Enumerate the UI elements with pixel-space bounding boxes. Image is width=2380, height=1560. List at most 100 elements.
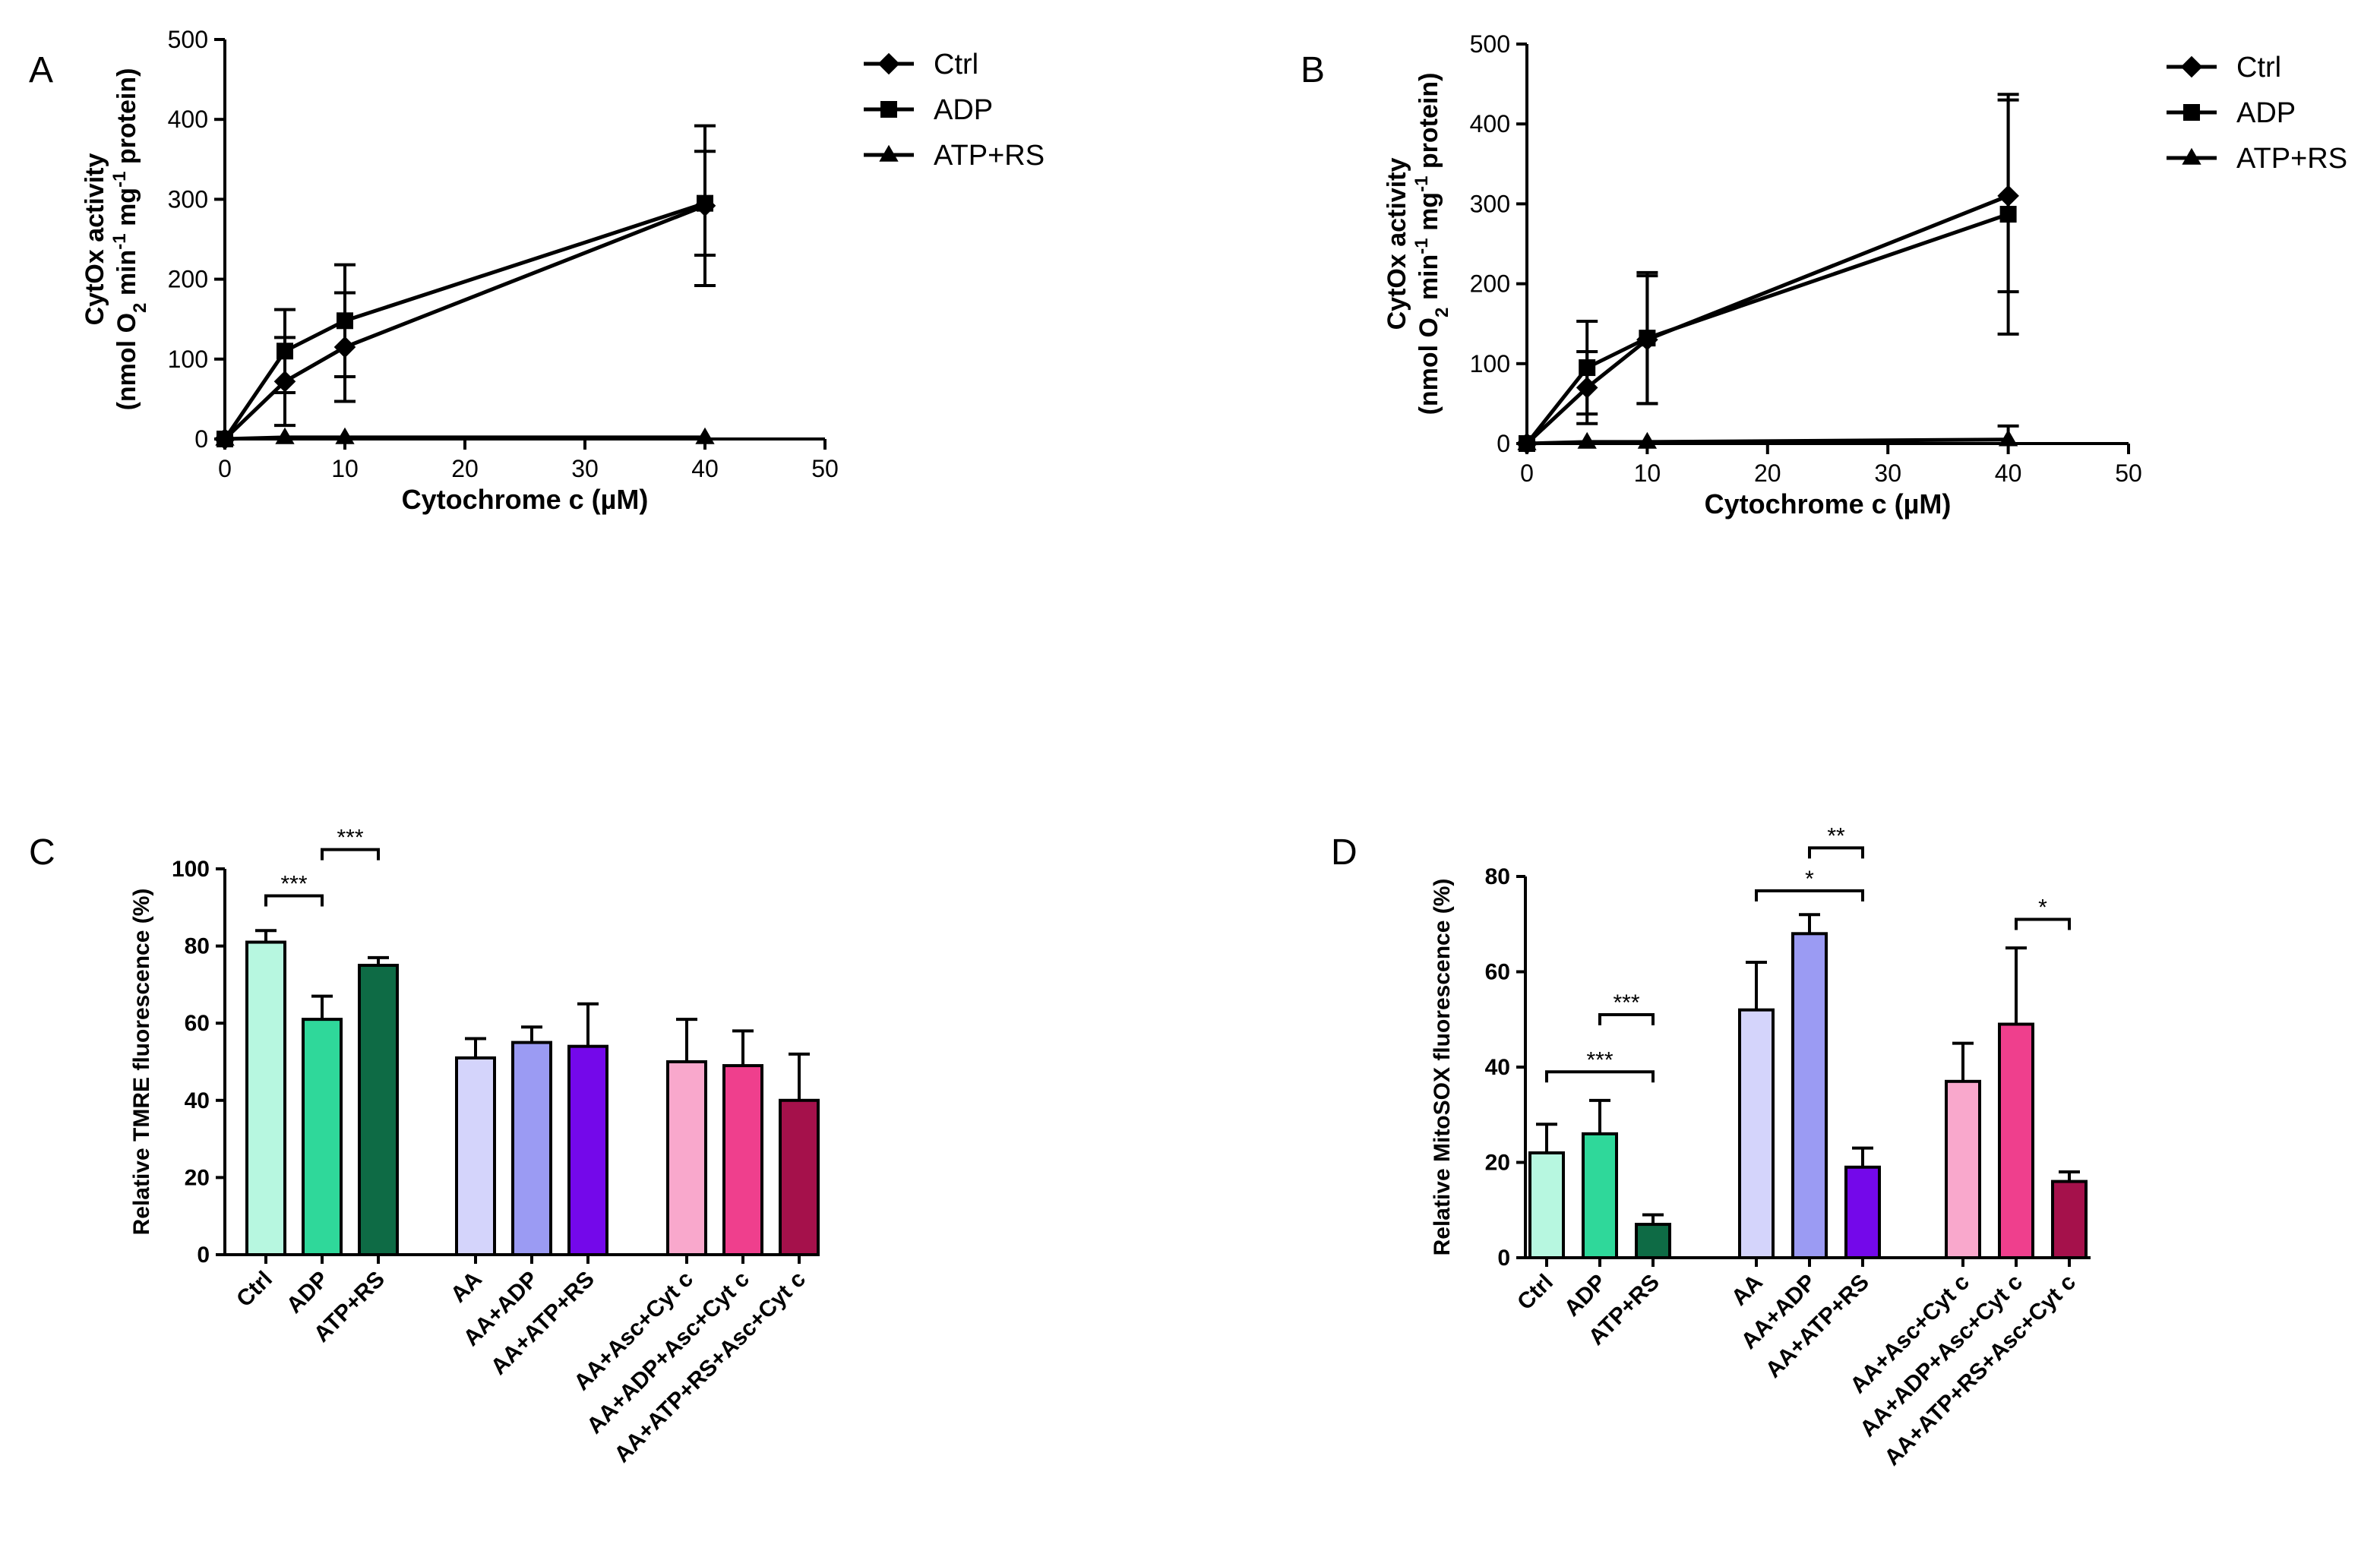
- bar-aa: [455, 1056, 496, 1257]
- y-tick-label: 0: [1497, 1246, 1510, 1271]
- axis-label-part: -1: [1411, 238, 1432, 254]
- bar-aa-adp-asc-cyt-c: [1998, 1022, 2034, 1260]
- x-axis-label: Cytochrome c (µM): [402, 484, 649, 515]
- y-tick-label: 20: [1485, 1151, 1510, 1176]
- x-tick-label: 50: [2115, 459, 2142, 487]
- legend-label: ATP+RS: [2236, 143, 2347, 175]
- axis-label-part: protein): [112, 68, 141, 172]
- data-point: [275, 427, 295, 444]
- panel-letter-b: B: [1301, 50, 1325, 90]
- x-tick-label: ADP: [282, 1267, 333, 1318]
- bar-aa-atp-rs: [1844, 1165, 1881, 1260]
- y-tick-label: 80: [185, 934, 210, 959]
- y-tick-label: 200: [1470, 270, 1510, 298]
- y-tick-label: 40: [1485, 1055, 1510, 1080]
- significance-label: *: [1805, 867, 1814, 892]
- legend-label: ATP+RS: [934, 140, 1045, 172]
- significance-label: ***: [1613, 990, 1639, 1015]
- bar-ctrl: [1528, 1151, 1565, 1259]
- data-point: [337, 312, 353, 330]
- x-tick-label: 10: [1634, 459, 1661, 487]
- significance-label: *: [2038, 895, 2047, 920]
- x-tick-label: AA: [446, 1267, 487, 1308]
- y-axis-label-line1: CytOx activity: [1383, 158, 1411, 330]
- series-line-adp: [1525, 212, 2009, 445]
- data-point: [695, 427, 715, 444]
- data-point: [1999, 206, 2017, 223]
- axis-label-part: (nmol O: [1414, 317, 1443, 415]
- series-line-atp-rs: [1526, 437, 2009, 446]
- significance-bracket: [1598, 1012, 1655, 1025]
- axis-label-part: min: [112, 250, 141, 303]
- bar-atp-rs: [1635, 1223, 1671, 1259]
- x-tick-label: Ctrl: [1512, 1270, 1558, 1315]
- bar-aa-atp-rs-asc-cyt-c: [779, 1098, 820, 1257]
- data-point: [215, 428, 235, 446]
- panel-letter-c: C: [29, 832, 55, 873]
- panel-letter-d: D: [1331, 832, 1358, 873]
- y-tick-label: 400: [168, 106, 208, 133]
- legend-marker: [2182, 147, 2201, 165]
- significance-label: ***: [280, 872, 307, 897]
- y-tick-label: 40: [185, 1088, 210, 1113]
- y-tick-label: 0: [197, 1243, 210, 1268]
- y-axis-label: Relative TMRE fluorescence (%): [129, 889, 154, 1236]
- legend-label: ADP: [2236, 97, 2296, 129]
- data-point: [1637, 431, 1658, 449]
- legend-label: ADP: [934, 94, 993, 126]
- y-tick-label: 300: [168, 185, 208, 213]
- axis-label-part: mg: [1414, 192, 1443, 238]
- x-tick-label: 0: [1520, 459, 1534, 487]
- series-line-atp-rs: [224, 435, 705, 441]
- bar-aa-atp-rs: [567, 1044, 608, 1257]
- significance-bracket: [321, 848, 380, 861]
- bar-atp-rs: [358, 964, 399, 1256]
- x-tick-label: 10: [331, 455, 359, 482]
- axis-label-part: mg: [112, 188, 141, 233]
- y-axis-label: Relative MitoSOX fluorescence (%): [1430, 879, 1455, 1256]
- legend-marker: [879, 144, 899, 162]
- y-axis-label-line1: CytOx activity: [81, 153, 109, 326]
- x-tick-label: 20: [451, 455, 479, 482]
- significance-bracket: [1808, 846, 1864, 859]
- axis-label-part: 2: [1432, 308, 1452, 317]
- bar-ctrl: [245, 940, 286, 1257]
- legend-marker: [880, 101, 897, 118]
- y-tick-label: 100: [172, 857, 210, 882]
- y-tick-label: 100: [1470, 350, 1510, 377]
- panel-c-chart: 0 20 40 60 80 100 Relative TMRE fluorescence (…: [129, 826, 820, 1467]
- legend-label: Ctrl: [2236, 52, 2281, 84]
- data-point: [1577, 431, 1597, 449]
- x-tick-label: 20: [1754, 459, 1781, 487]
- bar-aa-adp-asc-cyt-c: [722, 1064, 763, 1256]
- x-axis-label: Cytochrome c (µM): [1705, 488, 1952, 519]
- x-tick-label: 30: [1874, 459, 1901, 487]
- y-tick-label: 300: [1470, 190, 1510, 217]
- series-line-adp: [223, 201, 706, 441]
- significance-label: ***: [337, 826, 363, 851]
- x-tick-label: 50: [811, 455, 839, 482]
- y-axis-label-line2: (nmol O2 min-1 mg-1 protein): [1411, 73, 1452, 415]
- data-point: [1579, 359, 1596, 377]
- y-tick-label: 500: [1470, 30, 1510, 58]
- y-tick-label: 200: [168, 266, 208, 293]
- axis-label-part: min: [1414, 254, 1443, 308]
- significance-bracket: [264, 894, 324, 907]
- data-point: [1517, 433, 1537, 450]
- y-tick-label: 60: [1485, 960, 1510, 985]
- series-line-ctrl: [223, 204, 706, 441]
- significance-bracket: [1545, 1070, 1655, 1083]
- data-point: [277, 343, 293, 360]
- y-tick-label: 20: [185, 1165, 210, 1190]
- bar-adp: [302, 1018, 343, 1256]
- panel-letter-a: A: [29, 50, 53, 90]
- y-tick-label: 60: [185, 1011, 210, 1036]
- significance-bracket: [2015, 917, 2071, 930]
- data-point: [335, 427, 355, 444]
- axis-label-part: (nmol O: [112, 313, 141, 410]
- bar-adp: [1582, 1132, 1618, 1259]
- y-tick-label: 0: [1497, 430, 1510, 457]
